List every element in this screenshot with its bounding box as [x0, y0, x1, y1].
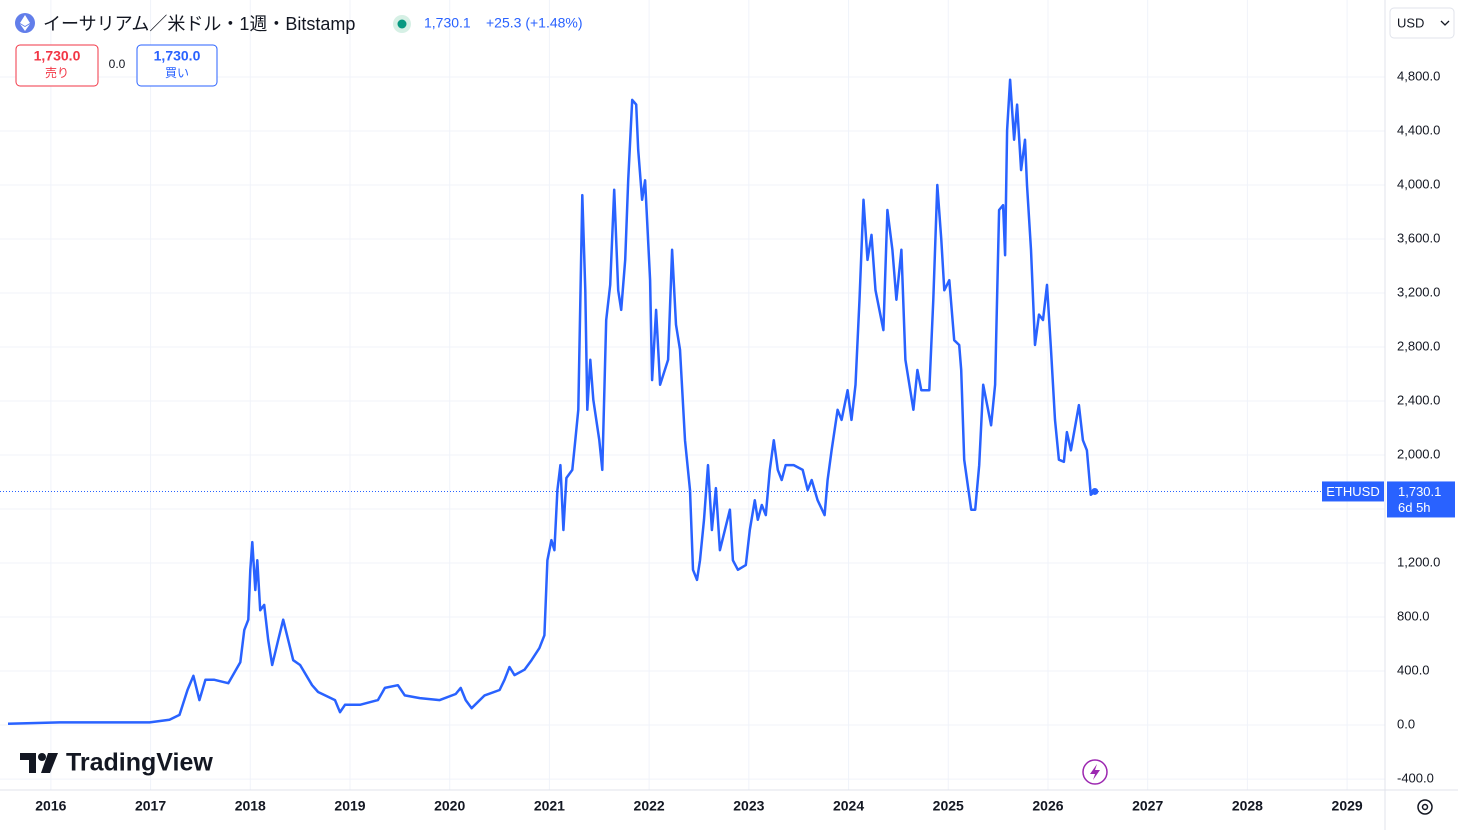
y-tick-label: 4,000.0	[1397, 176, 1440, 191]
settings-icon[interactable]	[1417, 799, 1433, 815]
x-tick-label: 2016	[35, 798, 66, 814]
y-tick-label: 2,800.0	[1397, 338, 1440, 353]
x-tick-label: 2022	[634, 798, 665, 814]
countdown: 6d 5h	[1398, 500, 1431, 515]
y-tick-label: 800.0	[1397, 608, 1430, 623]
buy-label[interactable]: 買い	[165, 66, 189, 80]
spread: 0.0	[109, 57, 126, 71]
y-tick-label: 4,800.0	[1397, 68, 1440, 83]
x-tick-label: 2025	[933, 798, 964, 814]
x-tick-label: 2018	[235, 798, 266, 814]
price-tag-label: 1,730.1	[1398, 484, 1441, 499]
buy-price[interactable]: 1,730.0	[154, 48, 201, 64]
tradingview-logo: TradingView	[20, 749, 213, 777]
y-tick-label: 1,200.0	[1397, 554, 1440, 569]
header-price: 1,730.1	[424, 15, 471, 31]
series-tag	[1322, 481, 1384, 502]
y-tick-label: 2,400.0	[1397, 392, 1440, 407]
y-tick-label: 0.0	[1397, 716, 1415, 731]
logo-mark	[20, 753, 36, 773]
y-tick-label: 4,400.0	[1397, 122, 1440, 137]
logo-dot	[38, 753, 46, 761]
sell-button[interactable]: 1,730.0 売り	[15, 44, 99, 87]
settings-icon-center[interactable]	[1421, 803, 1429, 811]
eth-glyph	[20, 15, 30, 31]
buy-box[interactable]	[136, 44, 218, 87]
buy-button[interactable]: 1,730.0 買い	[136, 44, 218, 87]
y-tick-label: -400.0	[1397, 771, 1434, 786]
market-status-dot	[397, 19, 407, 29]
y-tick-label: 3,200.0	[1397, 284, 1440, 299]
events-bolt[interactable]	[1090, 764, 1100, 780]
x-tick-label: 2020	[434, 798, 465, 814]
series-tag-label: ETHUSD	[1326, 484, 1379, 499]
grid	[0, 0, 1385, 790]
y-tick-label: 2,000.0	[1397, 446, 1440, 461]
x-tick-label: 2019	[334, 798, 365, 814]
y-tick-label: 400.0	[1397, 662, 1430, 677]
sell-label[interactable]: 売り	[45, 65, 69, 80]
plot	[0, 78, 1385, 725]
chevron[interactable]	[1440, 20, 1450, 26]
last-point	[1091, 487, 1099, 495]
price-line	[7, 78, 1096, 725]
currency[interactable]: USD	[1397, 15, 1424, 30]
x-tick-label: 2024	[833, 798, 864, 814]
logo-slash	[41, 753, 58, 773]
chart-title: イーサリアム／米ドル・1週・Bitstamp	[43, 14, 355, 34]
sell-box[interactable]	[15, 44, 99, 87]
brand: TradingView	[66, 749, 213, 777]
x-tick-label: 2023	[733, 798, 764, 814]
x-tick-label: 2027	[1132, 798, 1163, 814]
currency-select[interactable]: USD	[1389, 7, 1455, 39]
x-tick-label: 2017	[135, 798, 166, 814]
currency-box[interactable]	[1389, 7, 1455, 39]
y-tick-label: 3,600.0	[1397, 230, 1440, 245]
x-tick-label: 2028	[1232, 798, 1263, 814]
x-tick-label: 2021	[534, 798, 565, 814]
price-tag	[1387, 481, 1455, 518]
x-tick-label: 2029	[1332, 798, 1363, 814]
sell-price[interactable]: 1,730.0	[34, 48, 81, 64]
header-change: +25.3 (+1.48%)	[486, 15, 583, 31]
x-tick-label: 2026	[1032, 798, 1063, 814]
